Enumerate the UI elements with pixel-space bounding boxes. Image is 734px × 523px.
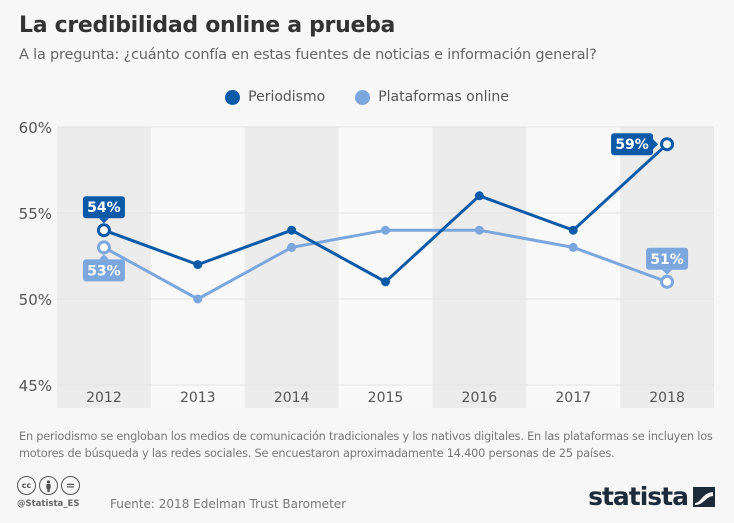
statista-logo-icon	[693, 486, 715, 507]
column-band	[244, 127, 339, 408]
data-label-pointer	[98, 218, 109, 224]
data-point	[381, 277, 390, 287]
x-tick-label: 2014	[274, 390, 310, 406]
data-point	[660, 274, 675, 289]
data-label-pointer	[653, 139, 659, 150]
footnote: En periodismo se engloban los medios de …	[19, 430, 713, 460]
data-point	[568, 242, 578, 252]
cc-icon[interactable]: cc	[17, 476, 36, 495]
y-tick-label: 55%	[19, 205, 52, 223]
data-point	[193, 260, 203, 270]
data-label: 51%	[650, 252, 684, 268]
legend-marker-plataformas	[355, 89, 371, 105]
social-handle[interactable]: @Statista_ES	[17, 499, 80, 509]
data-label: 53%	[87, 263, 121, 279]
legend-item-plataformas: Plataformas online	[355, 89, 509, 105]
data-point	[96, 223, 111, 238]
logo-text: statista	[588, 482, 689, 511]
data-point	[287, 225, 297, 235]
y-tick-label: 45%	[19, 377, 52, 395]
data-label-box	[82, 259, 125, 282]
data-point	[474, 225, 484, 235]
data-point	[660, 137, 675, 152]
chart-subtitle: A la pregunta: ¿cuánto confía en estas f…	[19, 47, 597, 63]
data-label-box	[646, 247, 689, 270]
x-tick-label: 2013	[180, 390, 216, 406]
data-point	[193, 294, 203, 304]
data-label-pointer	[662, 269, 673, 275]
column-band	[338, 127, 433, 408]
no-derivatives-icon[interactable]: =	[61, 476, 80, 495]
column-band	[432, 127, 527, 408]
data-label-box	[82, 196, 125, 219]
license-icons: cc =	[17, 476, 80, 495]
data-label: 59%	[615, 137, 649, 153]
x-tick-label: 2016	[462, 390, 498, 406]
data-label-box	[611, 133, 654, 156]
data-label: 54%	[87, 200, 121, 216]
legend-label-plataformas: Plataformas online	[378, 89, 509, 105]
statista-logo[interactable]: statista	[588, 484, 715, 509]
x-tick-label: 2017	[555, 390, 591, 406]
attribution-icon[interactable]	[39, 476, 58, 495]
x-tick-label: 2012	[86, 390, 122, 406]
data-point	[287, 242, 297, 252]
legend-label-periodismo: Periodismo	[248, 89, 326, 105]
data-label-pointer	[98, 254, 109, 260]
y-tick-label: 60%	[19, 119, 52, 137]
column-band	[526, 127, 621, 408]
data-point	[568, 225, 578, 235]
source-text: Fuente: 2018 Edelman Trust Barometer	[110, 497, 347, 511]
y-tick-label: 50%	[19, 291, 52, 309]
legend-item-periodismo: Periodismo	[225, 89, 325, 105]
chart-title: La credibilidad online a prueba	[19, 13, 396, 38]
legend-marker-periodismo	[225, 89, 241, 105]
data-point	[96, 240, 111, 255]
legend: Periodismo Plataformas online	[0, 89, 734, 105]
x-tick-label: 2015	[368, 390, 404, 406]
data-point	[381, 225, 390, 235]
x-tick-label: 2018	[649, 390, 685, 406]
data-point	[474, 191, 484, 201]
